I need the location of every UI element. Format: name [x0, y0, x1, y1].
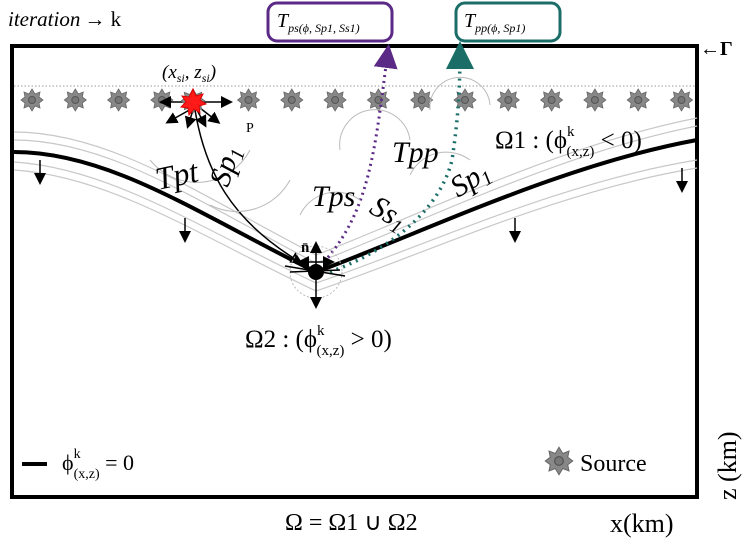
omega-union: Ω = Ω1 ∪ Ω2: [285, 510, 418, 536]
source: [151, 89, 173, 111]
source-coord: (xsi, zsi): [162, 62, 216, 85]
sp1-left: Sp1: [203, 142, 250, 191]
source: [281, 89, 303, 111]
normal-label: n̄: [301, 240, 310, 256]
source: [497, 89, 519, 111]
iteration-label: iteration→ k: [8, 7, 122, 31]
source: [584, 89, 606, 111]
domain-box: [12, 46, 697, 497]
legend-source: [545, 447, 573, 475]
source: [64, 89, 86, 111]
phi-legend: ϕk(x,z) = 0: [62, 447, 134, 482]
source: [21, 89, 43, 111]
x-axis-label: x(km): [610, 509, 674, 538]
source: [108, 89, 130, 111]
source: [627, 89, 649, 111]
tpp-label: Tpp: [392, 136, 439, 169]
source: [367, 89, 389, 111]
omega2-label: Ω2 : (ϕk(x,z) > 0): [245, 323, 392, 359]
source: [541, 89, 563, 111]
tps-label: Tps: [312, 180, 355, 213]
omega1-label: Ω1 : (ϕk(x,z) < 0): [495, 124, 642, 160]
source: [238, 89, 260, 111]
boundary-label: ←Γ: [700, 38, 733, 60]
source-legend: Source: [580, 451, 647, 477]
source: [324, 89, 346, 111]
diagram: iteration→ k Tps(ϕ, Sp1, Ss1) Tpp(ϕ, Sp1…: [0, 0, 743, 543]
z-axis-label: z (km): [713, 431, 742, 500]
source: [671, 89, 693, 111]
interface: [14, 140, 697, 272]
p-label: P: [246, 121, 254, 136]
sources: [21, 89, 693, 111]
